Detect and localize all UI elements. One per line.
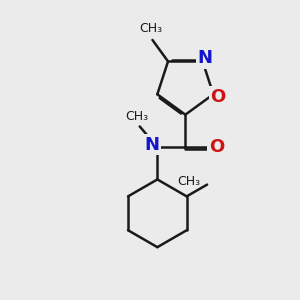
Text: N: N [145,136,160,154]
Text: O: O [210,88,225,106]
Text: CH₃: CH₃ [178,175,201,188]
Text: N: N [197,50,212,68]
Text: O: O [208,138,224,156]
Text: CH₃: CH₃ [140,22,163,35]
Text: CH₃: CH₃ [125,110,148,123]
